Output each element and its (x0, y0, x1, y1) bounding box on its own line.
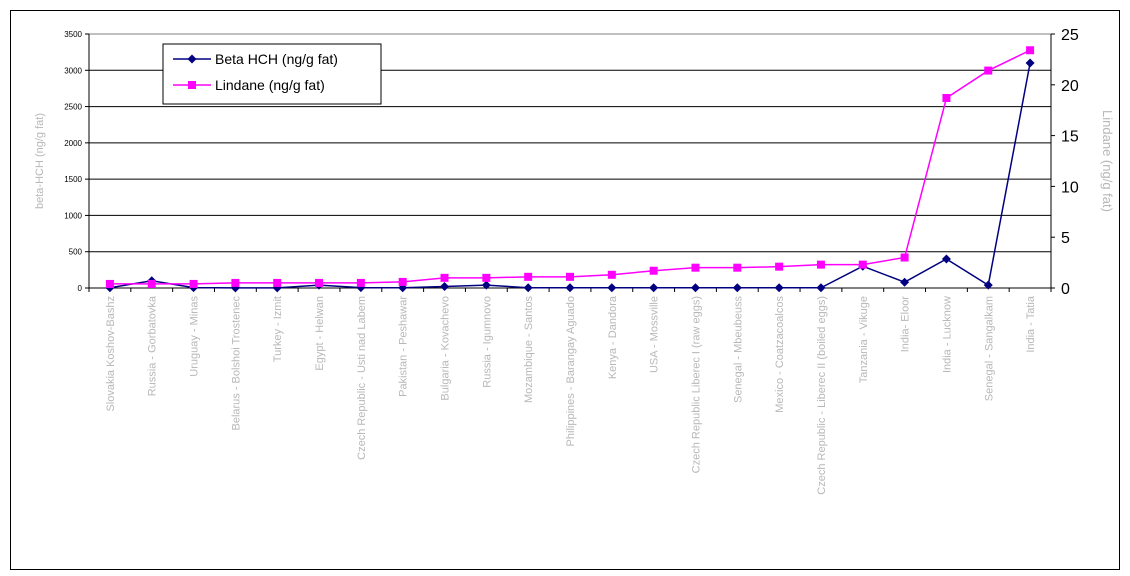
y-tick-label: 3500 (64, 30, 82, 39)
series-1-point (1025, 58, 1035, 68)
x-tick-label: Turkey - Izmit (272, 296, 284, 362)
series-2-point (858, 260, 867, 269)
series-1-point (900, 277, 910, 287)
series-2-point (566, 272, 574, 281)
x-tick-label: Senegal - Sangalkam (983, 296, 995, 401)
y-tick-label: 500 (69, 248, 83, 257)
x-tick-label: Czech Republic - Liberec II (boiled eggs… (816, 296, 828, 495)
series-2-point (607, 270, 616, 279)
series-2-point (273, 278, 282, 287)
legend-label: Lindane (ng/g fat) (215, 77, 325, 93)
series-2-point (315, 278, 324, 287)
legend-label: Beta HCH (ng/g fat) (215, 51, 338, 67)
series-1-point (565, 283, 575, 293)
y-tick-label: 1000 (64, 211, 82, 220)
x-tick-label: Uruguay - Minas (189, 296, 201, 377)
y-right-tick-label: 0 (1061, 281, 1070, 298)
legend-swatch-marker (188, 81, 196, 89)
x-tick-label: Bulgaria - Kovachevo (440, 296, 452, 401)
series-2-point (189, 279, 198, 288)
x-tick-label: Russia - Igumnovo (481, 296, 493, 388)
x-tick-label: Pakistan - Peshawar (398, 296, 410, 397)
series-2-point (816, 260, 825, 269)
x-tick-label: Kenya - Dandora (607, 295, 619, 379)
y-right-tick-label: 15 (1061, 129, 1079, 146)
line-chart: 0 500 1000 1500 2000 2500 3000 3500 0 5 10 15 20 25 Sl… (34, 27, 1115, 495)
series-2-point (900, 253, 909, 262)
x-tick-label: Philippines - Barangay Aguado (565, 296, 577, 446)
y-right-tick-label: 10 (1061, 179, 1079, 196)
x-tick-label: Czech Republic Liberec I (raw eggs) (690, 296, 702, 473)
x-tick-label: Slovakia Koshov-Bashz (105, 296, 117, 412)
y-tick-label: 3000 (64, 66, 82, 75)
x-tick-label: Belarus - Bolshoi Trostenec (230, 296, 242, 431)
legend-box (162, 43, 382, 105)
series-1-point (941, 254, 951, 264)
y-tick-label: 2500 (64, 103, 82, 112)
series-2-point (482, 273, 491, 282)
series-2-point (984, 66, 993, 75)
y-tick-label: 2000 (64, 139, 82, 148)
series-1-point (440, 282, 450, 292)
x-tick-label: India - Tatia (1025, 295, 1037, 353)
y-right-tick-label: 25 (1061, 27, 1079, 44)
series-2-point (147, 279, 156, 288)
series-2-point (231, 278, 240, 287)
x-tick-label: Czech Republic - Usti nad Labem (356, 296, 368, 460)
series-1-point (523, 283, 533, 293)
x-tick-label: Russia - Gorbatovka (147, 295, 159, 396)
x-tick-label: Egypt - Helwan (314, 296, 326, 371)
series-2-point (649, 266, 658, 275)
x-tick-label: Tanzania - Vikuge (858, 296, 870, 383)
series-2-point (524, 272, 533, 281)
x-tick-label: India- Eloor (900, 296, 912, 353)
series-2-point (105, 279, 114, 288)
series-2-point (691, 263, 700, 272)
series-1-point (732, 283, 742, 293)
series-1-point (607, 283, 617, 293)
series-2-point (440, 273, 449, 282)
x-tick-label: Senegal - Mbeubeuss (732, 296, 744, 404)
y-tick-label: 0 (78, 284, 83, 293)
series-1-point (774, 283, 784, 293)
series-2-point (733, 263, 742, 272)
series-2-point (775, 262, 784, 271)
x-tick-label: India - Lucknow (941, 296, 953, 373)
legend-swatch-marker (187, 54, 197, 64)
series-2-point (1026, 46, 1035, 55)
x-tick-label: Mexico - Coatzacoalcos (774, 296, 786, 413)
y-right-tick-label: 5 (1061, 230, 1070, 247)
series-1-point (690, 283, 700, 293)
series-2-point (942, 94, 951, 103)
y-right-tick-label: 20 (1061, 78, 1079, 95)
y-right-axis-title: Lindane (ng/g fat) (1100, 110, 1115, 212)
y-axis-title: beta-HCH (ng/g fat) (34, 113, 46, 209)
chart-frame: 0 500 1000 1500 2000 2500 3000 3500 0 5 10 15 20 25 Sl… (10, 10, 1120, 570)
x-tick-label: USA - Mossville (649, 296, 661, 373)
series-2-point (398, 277, 407, 286)
series-1-point (649, 283, 659, 293)
series-1-point (481, 280, 491, 290)
y-tick-label: 1500 (64, 175, 82, 184)
x-tick-label: Mozambique - Santos (523, 296, 535, 403)
series-1-point (983, 280, 993, 290)
series-1-point (816, 283, 826, 293)
series-2-point (356, 278, 365, 287)
